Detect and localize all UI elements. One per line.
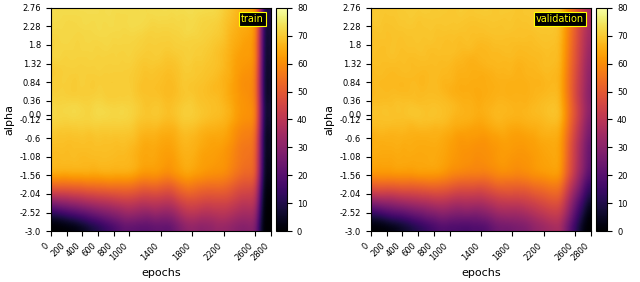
X-axis label: epochs: epochs [461, 268, 500, 278]
Y-axis label: alpha: alpha [4, 104, 14, 135]
Y-axis label: alpha: alpha [324, 104, 334, 135]
X-axis label: epochs: epochs [141, 268, 180, 278]
Text: train: train [241, 14, 264, 24]
Text: validation: validation [536, 14, 584, 24]
